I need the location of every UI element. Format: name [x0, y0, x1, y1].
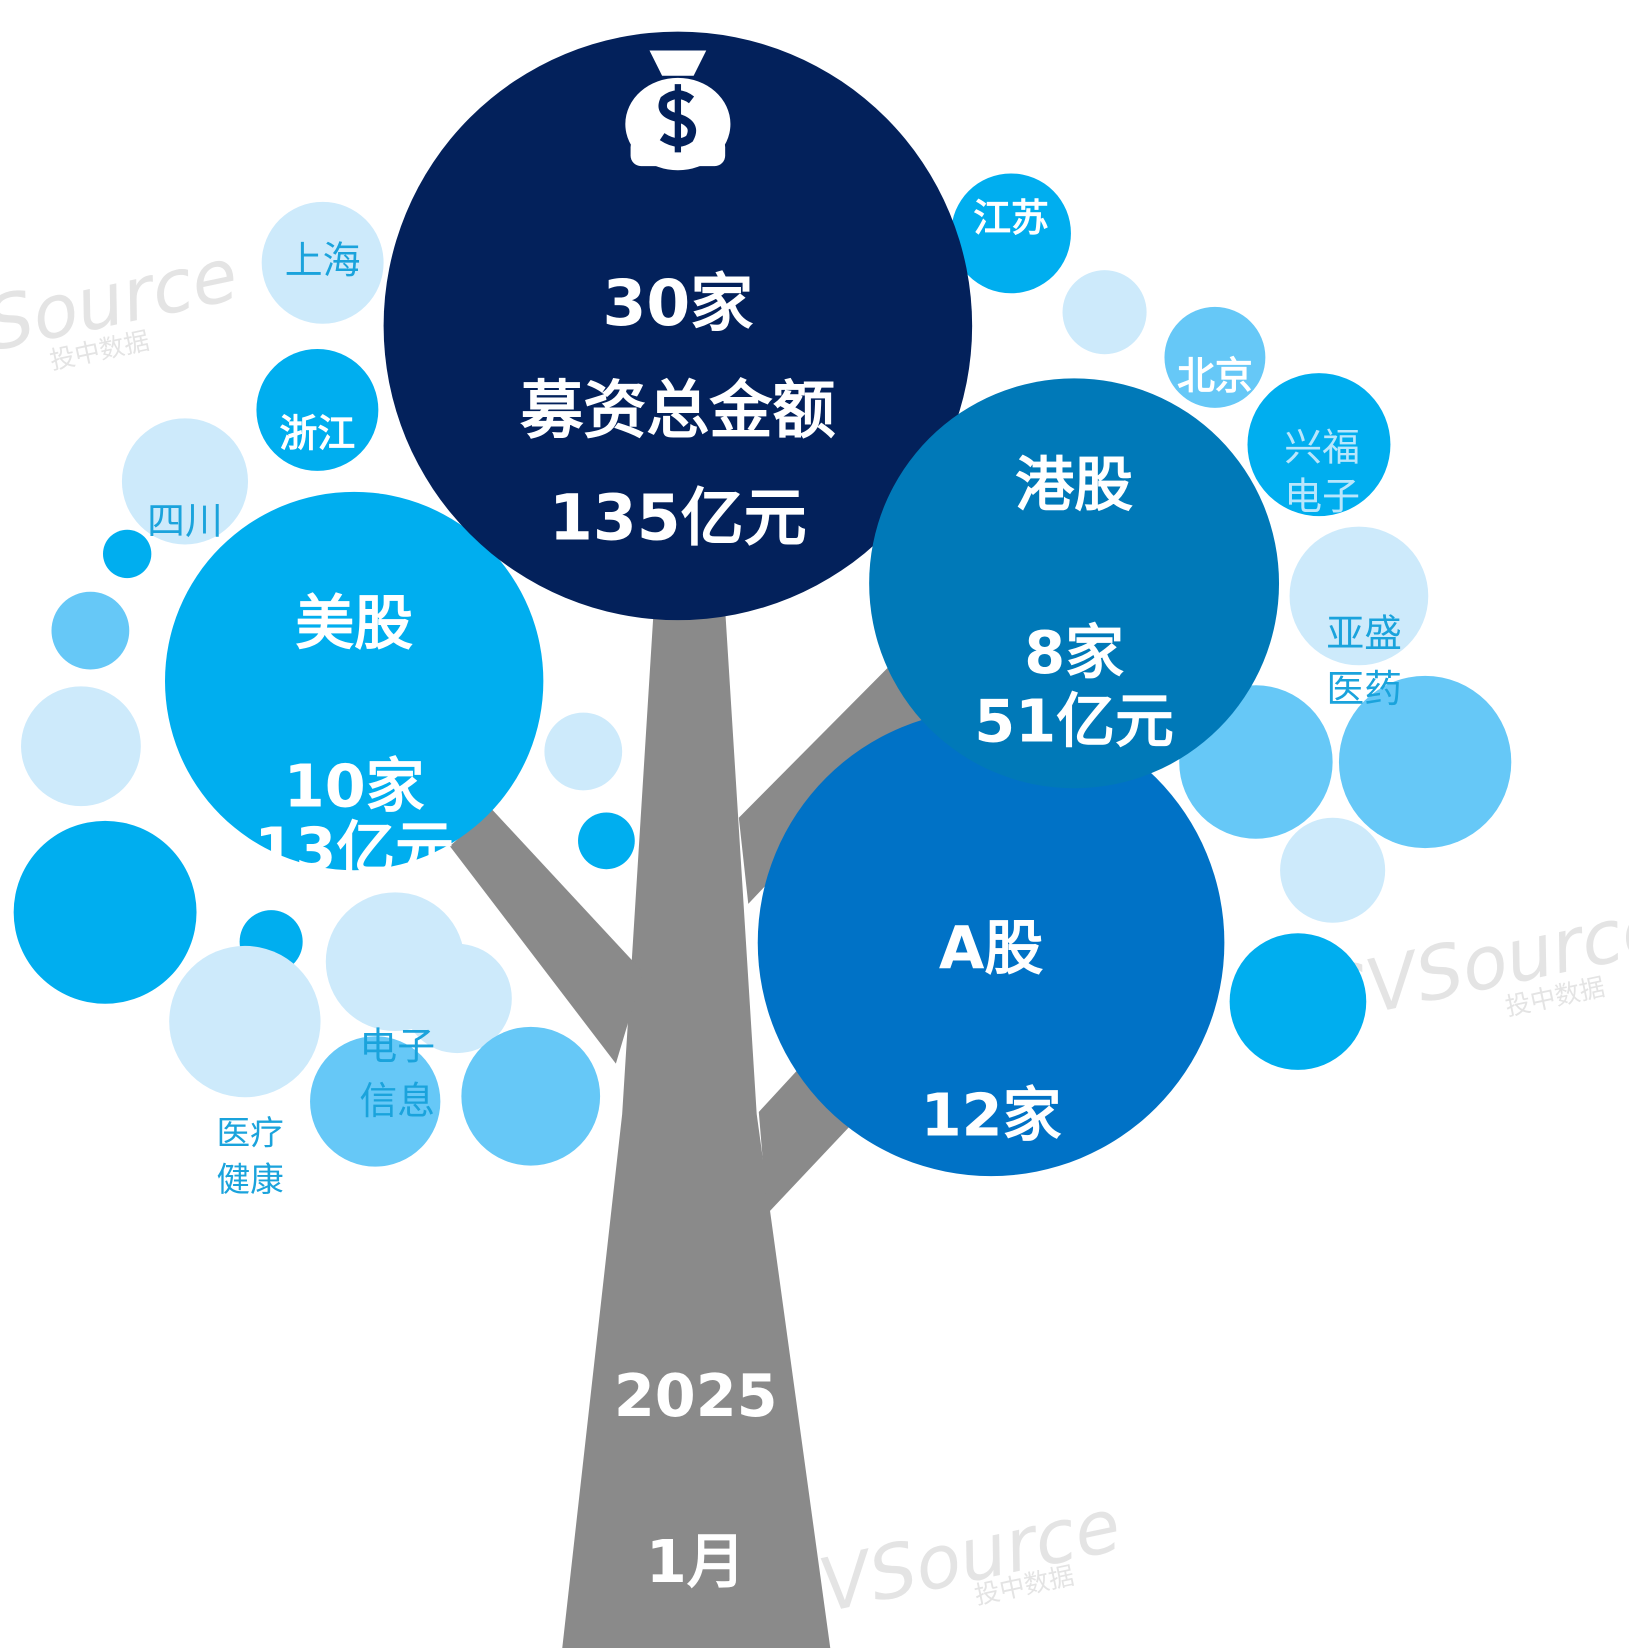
a-market: A股 12家 [758, 709, 1225, 1176]
region-label: 兴福 [1284, 425, 1360, 469]
hk-market: 港股 8家 51亿元 [869, 378, 1279, 788]
bubble [51, 592, 129, 670]
center-label: 募资总金额 [519, 373, 835, 447]
region-label: 江苏 [973, 196, 1049, 240]
market-name: 美股 [295, 589, 413, 658]
bubble [461, 1027, 600, 1166]
region-label: 医疗 [217, 1114, 284, 1153]
infographic: CVSource 投中数据 CVSource 投中数据 CVSource 投中数… [0, 0, 1629, 1648]
region-label: 浙江 [280, 412, 356, 456]
region-label: 上海 [285, 238, 361, 282]
region-label: 信息 [359, 1079, 435, 1123]
bubble [578, 812, 635, 869]
market-count: 10家 [284, 751, 425, 820]
region-label: 电子 [359, 1024, 435, 1068]
region-label: 医药 [1326, 667, 1402, 711]
watermark: CVSource [0, 232, 245, 389]
bubble [1280, 818, 1385, 923]
market-name: A股 [939, 913, 1044, 982]
bubble [21, 686, 141, 806]
bubble [169, 946, 320, 1097]
region-label: 亚盛 [1326, 611, 1402, 655]
region-label: 四川 [147, 499, 223, 543]
market-count: 12家 [921, 1080, 1062, 1149]
bubble [103, 530, 151, 578]
region-label: 电子 [1284, 475, 1360, 519]
bubble [14, 821, 197, 1004]
bubble [544, 713, 622, 791]
year: 2025 [614, 1361, 778, 1430]
region-label: 北京 [1177, 354, 1253, 398]
month: 1月 [646, 1527, 746, 1596]
bubble [1230, 933, 1367, 1070]
region-label: 健康 [217, 1160, 284, 1199]
market-name: 港股 [1015, 450, 1133, 519]
market-amount: 13亿元 [254, 815, 454, 884]
center-amount: 135亿元 [549, 480, 807, 554]
bubble [1063, 270, 1147, 354]
market-count: 8家 [1024, 618, 1124, 687]
center-count: 30家 [602, 266, 753, 340]
market-amount: 51亿元 [974, 686, 1174, 755]
